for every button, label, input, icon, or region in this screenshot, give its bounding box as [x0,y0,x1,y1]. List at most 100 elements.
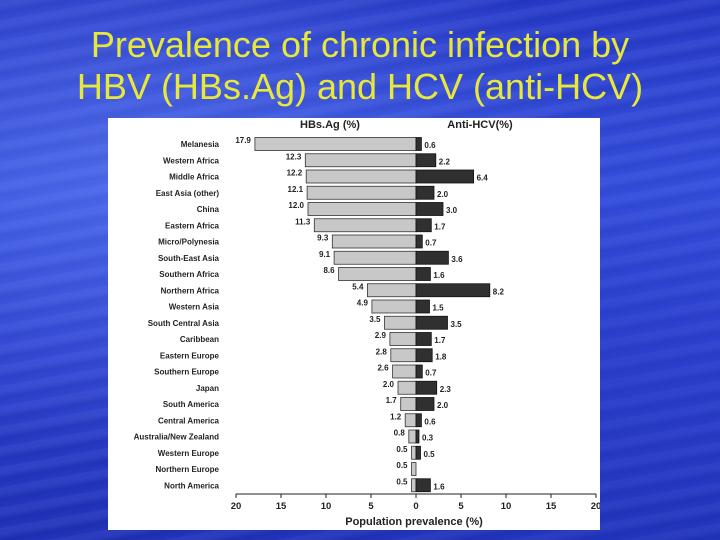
anti-hcv-bar [415,413,422,428]
anti-hcv-value-label: 1.7 [434,222,446,231]
anti-hcv-value-label: 1.8 [435,352,447,361]
anti-hcv-bar [415,267,431,281]
region-label: Western Asia [169,303,220,312]
region-label: Northern Europe [155,465,219,474]
region-label: Central America [158,416,220,425]
hbsag-bar [307,202,417,216]
region-label: South-East Asia [158,254,220,263]
anti-hcv-value-label: 1.6 [433,482,445,491]
slide-title: Prevalence of chronic infection by HBV (… [0,24,720,108]
hbsag-bar [371,299,417,314]
anti-hcv-header: Anti-HCV(%) [447,119,513,131]
hbsag-value-label: 3.5 [369,315,381,324]
x-tick-label: 15 [276,501,287,512]
hbsag-value-label: 2.9 [375,331,387,340]
slide-title-line-1: Prevalence of chronic infection by [90,24,630,65]
anti-hcv-value-label: 1.6 [433,271,445,280]
hbsag-bar [331,234,417,249]
anti-hcv-value-label: 0.3 [422,434,434,443]
x-axis-label: Population prevalence (%) [345,516,483,528]
hbsag-value-label: 8.6 [323,266,335,275]
anti-hcv-value-label: 8.2 [493,287,505,296]
anti-hcv-value-label: 0.5 [424,450,436,459]
anti-hcv-bar [415,380,438,395]
anti-hcv-value-label: 1.7 [434,336,446,345]
hbsag-value-label: 12.1 [288,185,304,194]
region-label: Australia/New Zealand [134,433,219,442]
hbsag-value-label: 9.1 [319,250,331,259]
hbsag-bar [338,267,417,281]
region-label: South America [163,400,220,409]
region-label: China [197,205,220,214]
region-label: North America [164,481,219,490]
region-label: South Central Asia [148,319,220,328]
anti-hcv-bar [415,315,448,330]
anti-hcv-bar [415,348,433,363]
x-tick-label: 20 [231,501,242,512]
x-tick-label: 5 [458,501,464,512]
anti-hcv-bar [415,137,422,151]
hbsag-bar [384,315,417,330]
hbsag-bar [254,137,417,151]
region-label: Northern Africa [161,286,220,295]
region-label: Western Africa [163,156,220,165]
hbsag-bar [400,397,417,411]
hbsag-value-label: 12.3 [286,152,302,161]
anti-hcv-bar [415,169,474,184]
slide-title-line-2: HBV (HBs.Ag) and HCV (anti-HCV) [76,66,644,107]
region-label: Micro/Polynesia [158,238,219,247]
region-label: Melanesia [181,140,220,149]
region-label: Middle Africa [169,173,219,182]
anti-hcv-bar [415,234,423,249]
x-tick-label: 10 [501,501,512,512]
anti-hcv-value-label: 2.2 [439,157,451,166]
anti-hcv-bar [415,185,435,200]
anti-hcv-value-label: 2.0 [437,190,449,199]
anti-hcv-bar [415,445,421,460]
chart-panel: HBs.Ag (%) Anti-HCV(%) Population preval… [108,118,600,530]
hbsag-value-label: 17.9 [235,136,251,145]
x-tick-label: 10 [321,501,332,512]
hbsag-value-label: 2.8 [376,347,388,356]
anti-hcv-bar [415,332,432,346]
anti-hcv-bar [415,283,491,298]
hbsag-bar [389,332,417,346]
hbsag-bar [411,478,417,493]
hbsag-bar [366,283,417,298]
hbsag-value-label: 11.3 [295,217,311,226]
x-tick-label: 15 [546,501,557,512]
anti-hcv-bar [415,202,444,216]
x-tick-label: 0 [413,501,418,512]
anti-hcv-value-label: 3.6 [451,255,463,264]
region-label: Southern Africa [159,270,219,279]
anti-hcv-bar [415,478,431,493]
hbsag-value-label: 0.8 [394,429,406,438]
hbsag-bar [333,250,417,265]
anti-hcv-value-label: 1.5 [433,304,445,313]
hbsag-value-label: 12.2 [287,169,303,178]
hbsag-value-label: 12.0 [288,201,304,210]
region-label: Caribbean [180,335,219,344]
hbsag-bar [306,185,417,200]
hbsag-value-label: 9.3 [317,234,329,243]
hbsag-value-label: 0.5 [396,477,408,486]
x-tick-label: 5 [368,501,374,512]
anti-hcv-bar [415,218,432,233]
anti-hcv-value-label: 0.7 [425,239,437,248]
hbsag-value-label: 0.5 [396,461,408,470]
anti-hcv-value-label: 0.6 [424,141,436,150]
region-label: Japan [196,384,219,393]
anti-hcv-value-label: 3.5 [451,320,463,329]
anti-hcv-value-label: 0.7 [425,369,437,378]
hbsag-value-label: 5.4 [352,282,364,291]
hbsag-value-label: 2.6 [377,364,389,373]
hbsag-bar [304,153,417,168]
x-tick-label: 20 [591,501,600,512]
hbsag-header: HBs.Ag (%) [300,119,360,131]
anti-hcv-value-label: 6.4 [477,174,489,183]
hbsag-bar [392,364,417,379]
prevalence-chart: HBs.Ag (%) Anti-HCV(%) Population preval… [134,119,600,528]
region-label: Southern Europe [154,368,219,377]
hbsag-bar [411,445,417,460]
region-label: Eastern Africa [165,221,220,230]
